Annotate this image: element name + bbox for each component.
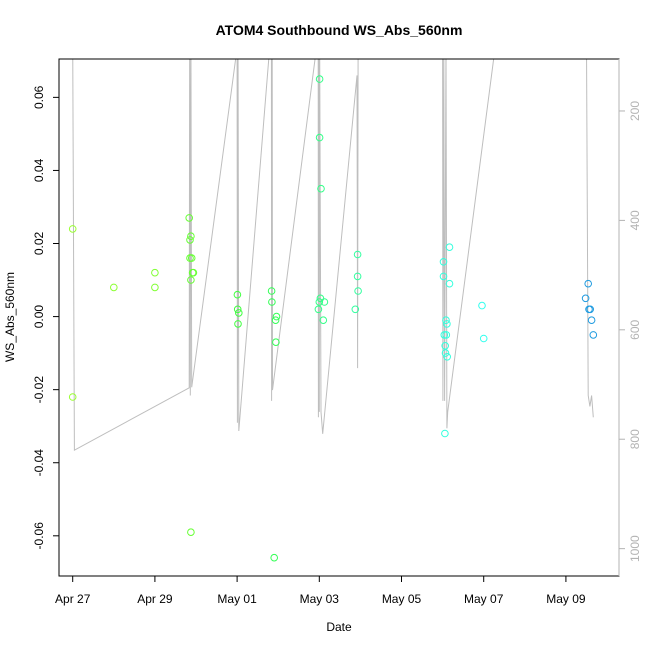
data-point (234, 320, 242, 328)
data-point (233, 290, 242, 299)
x-tick-label: May 09 (546, 592, 586, 606)
data-point (586, 305, 595, 314)
y-axis: -0.06 -0.04 -0.02 0.00 0.02 0.04 0.06 (32, 85, 59, 549)
data-point (478, 301, 486, 310)
y-tick-label: -0.02 (32, 376, 46, 404)
data-point (233, 305, 242, 314)
data-point (589, 331, 598, 339)
x-tick-label: May 05 (382, 592, 422, 606)
y2-tick-label: 1000 (628, 535, 642, 562)
y-tick-label: 0.06 (32, 85, 46, 109)
data-point (187, 528, 195, 537)
data-point (151, 268, 159, 277)
data-point (68, 225, 77, 233)
y2-axis: 200 400 600 800 1000 (618, 59, 642, 576)
data-point (445, 279, 454, 288)
data-point (186, 236, 194, 244)
y2-tick-label: 400 (628, 210, 642, 230)
data-point (443, 353, 452, 361)
y2-tick-label: 600 (628, 319, 642, 339)
x-tick-label: May 03 (300, 592, 340, 606)
chart-title: ATOM4 Southbound WS_Abs_560nm (216, 22, 463, 38)
data-point (187, 232, 195, 240)
plot-frame (58, 58, 620, 577)
data-point (581, 294, 590, 303)
data-point (68, 393, 77, 401)
data-point (584, 279, 593, 288)
x-tick-label: Apr 27 (55, 592, 91, 606)
data-point (439, 258, 448, 266)
data-point (351, 305, 360, 314)
data-point (354, 287, 362, 295)
data-point (189, 268, 198, 277)
data-point (187, 254, 196, 262)
data-point (272, 312, 281, 321)
data-point (270, 553, 279, 562)
data-point (587, 316, 596, 325)
data-point (267, 287, 276, 295)
y-tick-label: -0.04 (32, 449, 46, 477)
data-point (441, 349, 450, 357)
depth-line (72, 59, 594, 452)
data-point (187, 276, 195, 284)
points-layer (68, 75, 598, 562)
data-point (439, 272, 448, 281)
data-point (110, 283, 118, 292)
depth-line-layer (72, 59, 594, 452)
data-point (151, 283, 159, 292)
data-point (317, 184, 325, 193)
y2-tick-label: 200 (628, 101, 642, 121)
data-point (315, 298, 324, 306)
y-axis-label: WS_Abs_560nm (3, 272, 17, 362)
x-tick-label: May 07 (464, 592, 504, 606)
data-point (314, 305, 323, 314)
data-point (272, 338, 280, 347)
data-point (441, 342, 450, 350)
x-axis: Apr 27 Apr 29 May 01 May 03 May 05 May 07 May … (55, 576, 586, 606)
data-point (443, 320, 451, 328)
y-tick-label: 0.04 (32, 158, 46, 182)
data-point (271, 316, 280, 325)
data-point (445, 243, 454, 251)
x-axis-label: Date (326, 620, 352, 634)
y2-tick-label: 800 (628, 429, 642, 449)
y-tick-label: 0.02 (32, 232, 46, 256)
data-point (441, 429, 449, 438)
data-point (315, 133, 324, 142)
data-point (235, 309, 243, 317)
data-point (353, 250, 362, 259)
y-tick-label: 0.00 (32, 305, 46, 329)
data-point (319, 316, 328, 325)
data-point (353, 272, 362, 281)
data-point (442, 331, 451, 339)
x-tick-label: Apr 29 (137, 592, 173, 606)
data-point (268, 298, 276, 306)
data-point (440, 331, 449, 339)
data-point (185, 214, 193, 222)
y-tick-label: -0.06 (32, 522, 46, 550)
data-point (479, 334, 488, 343)
data-point (320, 298, 329, 306)
data-point (315, 75, 324, 83)
data-point (442, 316, 450, 325)
x-tick-label: May 01 (217, 592, 257, 606)
